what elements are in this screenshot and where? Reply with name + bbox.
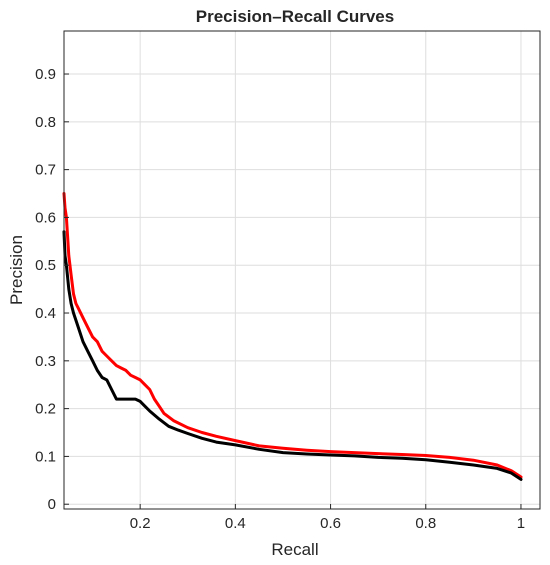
y-axis-label: Precision bbox=[7, 235, 26, 305]
x-tick-label: 0.8 bbox=[415, 515, 436, 532]
y-tick-label: 0.5 bbox=[35, 257, 56, 274]
y-tick-label: 0.8 bbox=[35, 114, 56, 131]
chart-title: Precision–Recall Curves bbox=[196, 7, 394, 26]
y-tick-label: 0 bbox=[48, 496, 56, 513]
y-tick-label: 0.4 bbox=[35, 305, 56, 322]
series-group bbox=[62, 192, 523, 481]
y-tick-label: 0.1 bbox=[35, 448, 56, 465]
y-tick-label: 0.3 bbox=[35, 353, 56, 370]
x-tick-label: 1 bbox=[517, 515, 525, 532]
y-tick-label: 0.7 bbox=[35, 162, 56, 179]
x-tick-label: 0.6 bbox=[320, 515, 341, 532]
x-tick-label: 0.4 bbox=[225, 515, 246, 532]
y-tick-label: 0.9 bbox=[35, 66, 56, 83]
grid bbox=[64, 31, 540, 509]
series-line-black bbox=[62, 230, 523, 481]
y-tick-label: 0.6 bbox=[35, 209, 56, 226]
series-line-red bbox=[62, 192, 523, 479]
y-tick-label: 0.2 bbox=[35, 401, 56, 418]
plot-frame bbox=[63, 30, 541, 510]
ticks: 0.2 0.4 0.6 0.8 1 0 0.1 0.2 0.3 0.4 0.5 0.6 0.7 0.8 0.… bbox=[35, 66, 525, 532]
x-axis-label: Recall bbox=[271, 540, 318, 559]
x-tick-label: 0.2 bbox=[130, 515, 151, 532]
